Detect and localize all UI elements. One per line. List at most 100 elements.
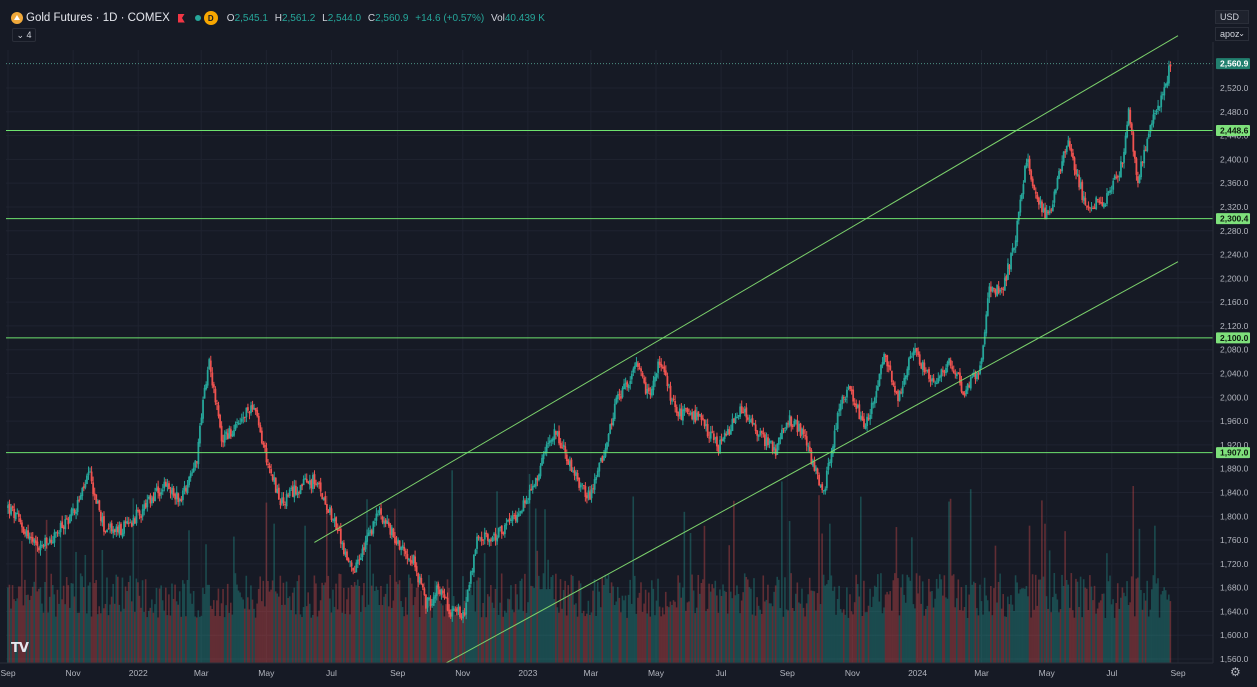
volume-bar [61,599,63,663]
volume-bar [491,602,494,663]
candle-body [805,436,808,446]
volume-bar [957,579,960,663]
candle-body [101,516,104,523]
volume-bar [1113,617,1116,663]
tradingview-logo[interactable]: TV [11,641,29,656]
volume-bar [1003,616,1006,663]
volume-bar [601,577,604,663]
candle-body [454,609,457,611]
time-axis[interactable]: Sep Nov 2022 Mar May Jul Sep Nov 2023 Mar May Jul Se… [0,662,1257,687]
time-tick-label: Nov [845,668,861,678]
candle-body [663,366,666,373]
volume-bar [78,612,80,663]
volume-bar [24,579,26,663]
volume-bar [296,581,299,663]
symbol-title[interactable]: Gold Futures · 1D · COMEX [26,12,170,24]
volume-bar [408,574,410,663]
candle-body [448,609,451,614]
candle-body [974,372,977,380]
volume-bar [714,580,717,663]
candle-body [455,608,458,612]
volume-bar [660,616,662,663]
volume-bar [925,609,927,663]
volume-bar [247,597,249,663]
candle-body [264,444,266,448]
data-badge[interactable]: D [203,11,218,25]
candle-body [1090,207,1093,209]
candle-body [575,472,577,477]
candle-body [39,544,42,551]
candle-body [1024,165,1026,183]
candle-body [514,515,517,521]
candle-body [260,430,263,444]
candle-body [1076,173,1079,176]
candle-body [205,384,208,390]
candle-body [239,423,242,425]
candle-body [160,492,163,495]
candle-body [434,595,437,599]
volume-bar [1140,590,1142,663]
candle-body [764,434,766,447]
volume-bar [572,576,574,663]
volume-bar [711,584,713,663]
candle-body [178,499,181,502]
volume-bar [626,617,628,663]
volume-bar [664,591,667,663]
volume-bar [30,595,32,663]
candle-body [762,433,765,435]
candle-body [935,383,938,385]
flag-icon[interactable] [177,13,185,23]
gear-icon[interactable]: ⚙ [1230,665,1241,679]
volume-bar [1002,594,1005,663]
drawings[interactable] [6,35,1213,665]
currency-button[interactable]: USD [1215,10,1249,24]
candle-body [1104,204,1107,206]
level-price-label-bg [1216,332,1250,344]
volume-bar [977,615,980,663]
volume-bar [1036,605,1039,663]
volume-bar [474,611,477,663]
candle-body [980,358,983,364]
candle-body [960,381,963,392]
candle-body [200,417,203,425]
volume-bar [680,597,683,663]
candle-body [596,470,599,477]
candle-body [810,450,813,465]
volume-bar [832,590,834,663]
candle-body [220,425,223,442]
volume-bar [191,603,193,663]
price-tick-label: 2,200.0 [1220,273,1249,283]
volume-bar [1031,574,1034,663]
scale-mode-button[interactable]: apoz ⌄ [1215,27,1249,41]
volume-bar [1124,596,1127,663]
candle-body [394,537,396,543]
candle-body [149,495,152,504]
candle-body [1065,145,1068,152]
volume-bar [285,581,288,663]
volume-bar [909,580,912,663]
volume-bar [367,604,370,663]
candle-body [234,423,237,430]
price-axis[interactable]: 1,560.01,600.01,640.01,680.01,720.01,760… [1212,0,1257,687]
candle-body [1143,149,1146,164]
candle-body [228,427,231,439]
volume-bar [613,605,616,663]
volume-bar [1149,609,1152,663]
indicators-toggle-button[interactable]: ⌄ 4 [12,28,36,42]
volume-bar [551,575,554,663]
candle-body [624,383,627,385]
volume-bar [1059,609,1062,663]
candle-body [750,419,752,423]
candle-body [212,384,215,388]
candle-body [437,583,440,589]
candle-body [700,415,703,420]
volume-bar [451,470,453,663]
candle-body [353,571,356,573]
volume-bar [1028,525,1031,663]
volume-bar [180,616,183,663]
candle-body [849,385,851,390]
volume-bar [502,616,505,663]
candle-body [86,475,88,485]
volume-bar [109,604,111,663]
